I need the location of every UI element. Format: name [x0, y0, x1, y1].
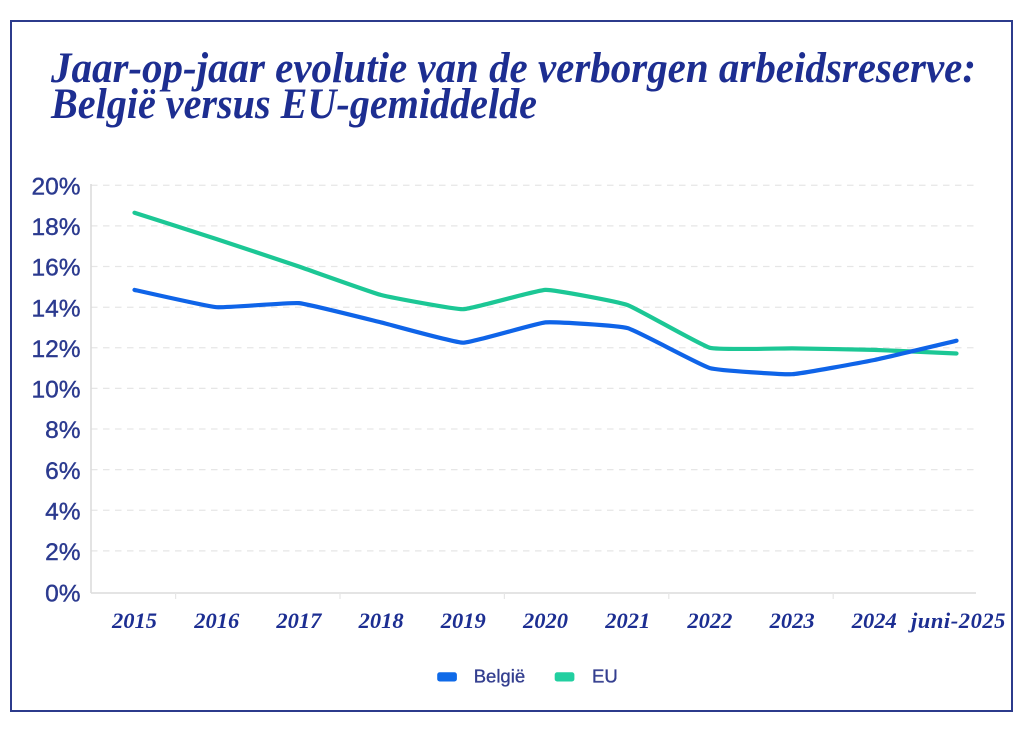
svg-text:20%: 20% — [31, 174, 80, 201]
svg-text:Jaar-op-jaar evolutie van de v: Jaar-op-jaar evolutie van de verborgen a… — [50, 45, 976, 92]
svg-text:8%: 8% — [45, 417, 80, 444]
svg-text:2016: 2016 — [193, 608, 240, 633]
svg-text:2%: 2% — [45, 539, 80, 566]
svg-text:België: België — [474, 666, 525, 687]
svg-text:14%: 14% — [31, 295, 80, 322]
svg-text:2020: 2020 — [522, 608, 568, 633]
svg-text:4%: 4% — [45, 499, 80, 526]
svg-text:2017: 2017 — [275, 608, 322, 633]
svg-text:2022: 2022 — [686, 608, 732, 633]
svg-text:juni-2025: juni-2025 — [908, 608, 1006, 633]
svg-text:2021: 2021 — [604, 608, 650, 633]
svg-text:18%: 18% — [31, 214, 80, 241]
svg-text:0%: 0% — [45, 581, 80, 608]
svg-text:6%: 6% — [45, 458, 80, 485]
svg-text:16%: 16% — [31, 255, 80, 282]
svg-text:10%: 10% — [31, 377, 80, 404]
svg-text:België versus EU-gemiddelde: België versus EU-gemiddelde — [50, 81, 537, 128]
svg-text:2018: 2018 — [358, 608, 404, 633]
svg-text:2023: 2023 — [769, 608, 815, 633]
svg-text:2024: 2024 — [851, 608, 897, 633]
svg-text:EU: EU — [592, 666, 618, 687]
svg-text:2019: 2019 — [440, 608, 486, 633]
svg-text:2015: 2015 — [111, 608, 157, 633]
svg-text:12%: 12% — [31, 336, 80, 363]
